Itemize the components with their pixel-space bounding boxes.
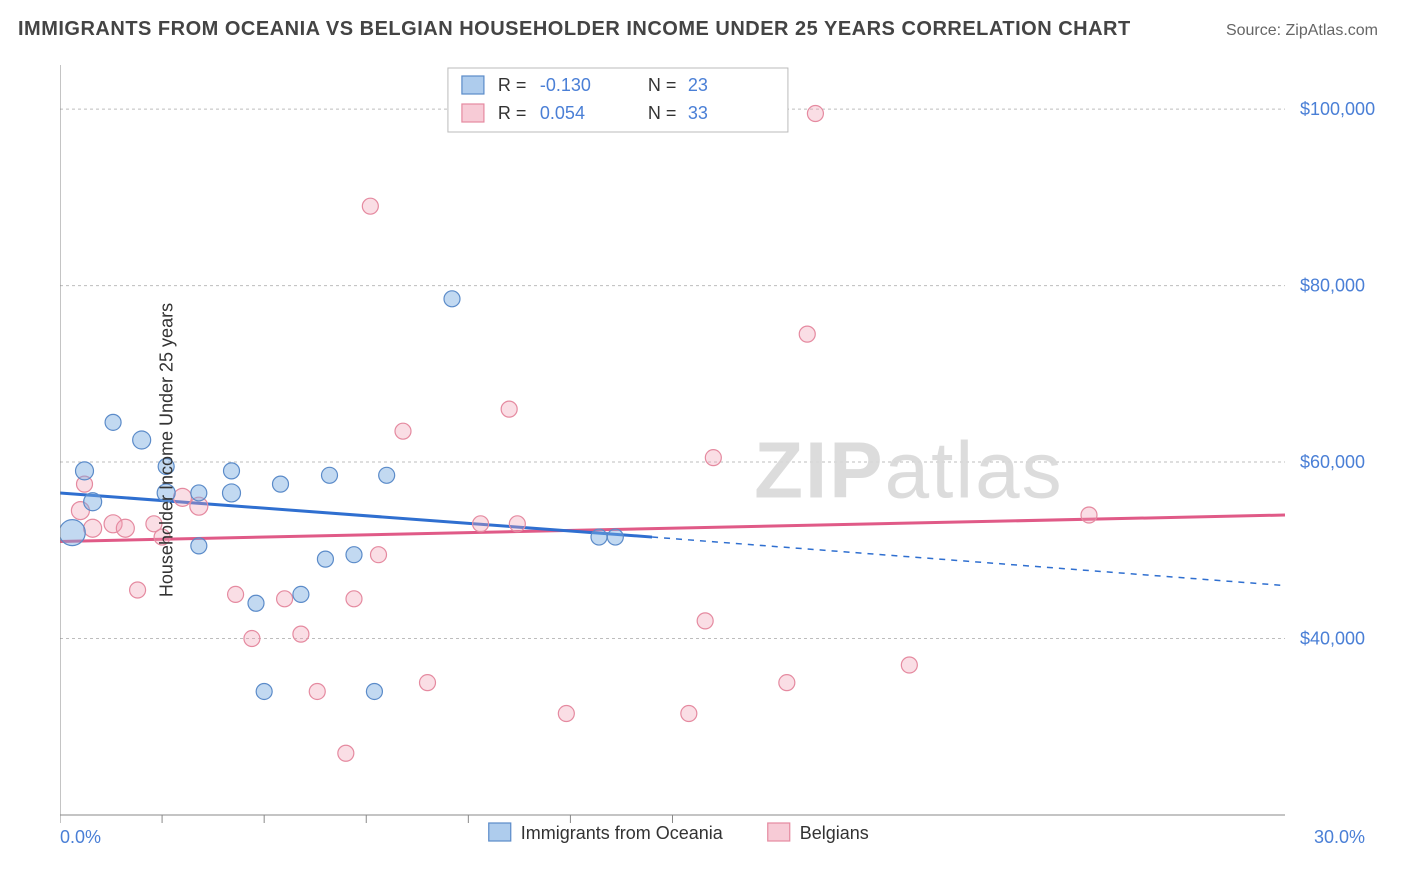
series-swatch — [489, 823, 511, 841]
y-tick-label: $80,000 — [1300, 276, 1365, 296]
data-point-oceania — [346, 547, 362, 563]
y-tick-label: $100,000 — [1300, 99, 1375, 119]
trendline-belgians — [60, 515, 1285, 541]
data-point-belgians — [338, 745, 354, 761]
data-point-belgians — [228, 586, 244, 602]
x-max-label: 30.0% — [1314, 827, 1365, 845]
data-point-belgians — [681, 706, 697, 722]
data-point-oceania — [60, 520, 85, 546]
data-point-belgians — [293, 626, 309, 642]
scatter-chart: $40,000 $60,000 $80,000 $100,000 ZIPatlas 0.0… — [60, 55, 1380, 845]
legend-n-label: N = — [648, 103, 677, 123]
series-label: Immigrants from Oceania — [521, 823, 724, 843]
data-point-oceania — [591, 529, 607, 545]
data-point-belgians — [395, 423, 411, 439]
data-point-belgians — [807, 106, 823, 122]
x-min-label: 0.0% — [60, 827, 101, 845]
y-tick-label: $60,000 — [1300, 452, 1365, 472]
data-point-belgians — [697, 613, 713, 629]
legend-r-label: R = — [498, 75, 527, 95]
data-point-oceania — [105, 414, 121, 430]
series-label: Belgians — [800, 823, 869, 843]
data-point-belgians — [277, 591, 293, 607]
data-point-oceania — [223, 484, 241, 502]
data-point-oceania — [224, 463, 240, 479]
data-point-belgians — [473, 516, 489, 532]
data-point-belgians — [309, 683, 325, 699]
data-point-oceania — [273, 476, 289, 492]
legend-n-value: 23 — [688, 75, 708, 95]
data-point-oceania — [444, 291, 460, 307]
series-swatch — [768, 823, 790, 841]
legend-r-value: -0.130 — [540, 75, 591, 95]
trendline-oceania-extrapolated — [652, 537, 1285, 586]
legend-swatch — [462, 104, 484, 122]
legend-n-value: 33 — [688, 103, 708, 123]
y-tick-label: $40,000 — [1300, 629, 1365, 649]
data-point-oceania — [76, 462, 94, 480]
data-point-belgians — [1081, 507, 1097, 523]
data-point-belgians — [799, 326, 815, 342]
data-point-oceania — [191, 538, 207, 554]
legend-n-label: N = — [648, 75, 677, 95]
data-point-oceania — [133, 431, 151, 449]
chart-header: IMMIGRANTS FROM OCEANIA VS BELGIAN HOUSE… — [0, 0, 1406, 51]
data-point-oceania — [84, 493, 102, 511]
data-point-oceania — [191, 485, 207, 501]
data-point-oceania — [317, 551, 333, 567]
data-point-belgians — [130, 582, 146, 598]
data-point-oceania — [322, 467, 338, 483]
data-point-oceania — [607, 529, 623, 545]
data-point-oceania — [366, 683, 382, 699]
data-point-belgians — [779, 675, 795, 691]
watermark: ZIPatlas — [754, 425, 1063, 514]
data-point-belgians — [420, 675, 436, 691]
data-point-belgians — [371, 547, 387, 563]
data-point-belgians — [84, 519, 102, 537]
data-point-belgians — [705, 450, 721, 466]
data-point-oceania — [256, 683, 272, 699]
data-point-belgians — [509, 516, 525, 532]
data-point-belgians — [362, 198, 378, 214]
data-point-belgians — [346, 591, 362, 607]
data-point-belgians — [901, 657, 917, 673]
legend-r-label: R = — [498, 103, 527, 123]
chart-source: Source: ZipAtlas.com — [1226, 22, 1378, 40]
data-point-oceania — [293, 586, 309, 602]
data-point-belgians — [116, 519, 134, 537]
y-axis-label: Householder Income Under 25 years — [157, 303, 178, 597]
chart-area: Householder Income Under 25 years $40,00… — [60, 55, 1380, 845]
legend-swatch — [462, 76, 484, 94]
legend-r-value: 0.054 — [540, 103, 585, 123]
data-point-oceania — [248, 595, 264, 611]
chart-title: IMMIGRANTS FROM OCEANIA VS BELGIAN HOUSE… — [18, 18, 1131, 41]
data-point-oceania — [379, 467, 395, 483]
data-point-belgians — [244, 631, 260, 647]
data-point-belgians — [501, 401, 517, 417]
data-point-belgians — [558, 706, 574, 722]
